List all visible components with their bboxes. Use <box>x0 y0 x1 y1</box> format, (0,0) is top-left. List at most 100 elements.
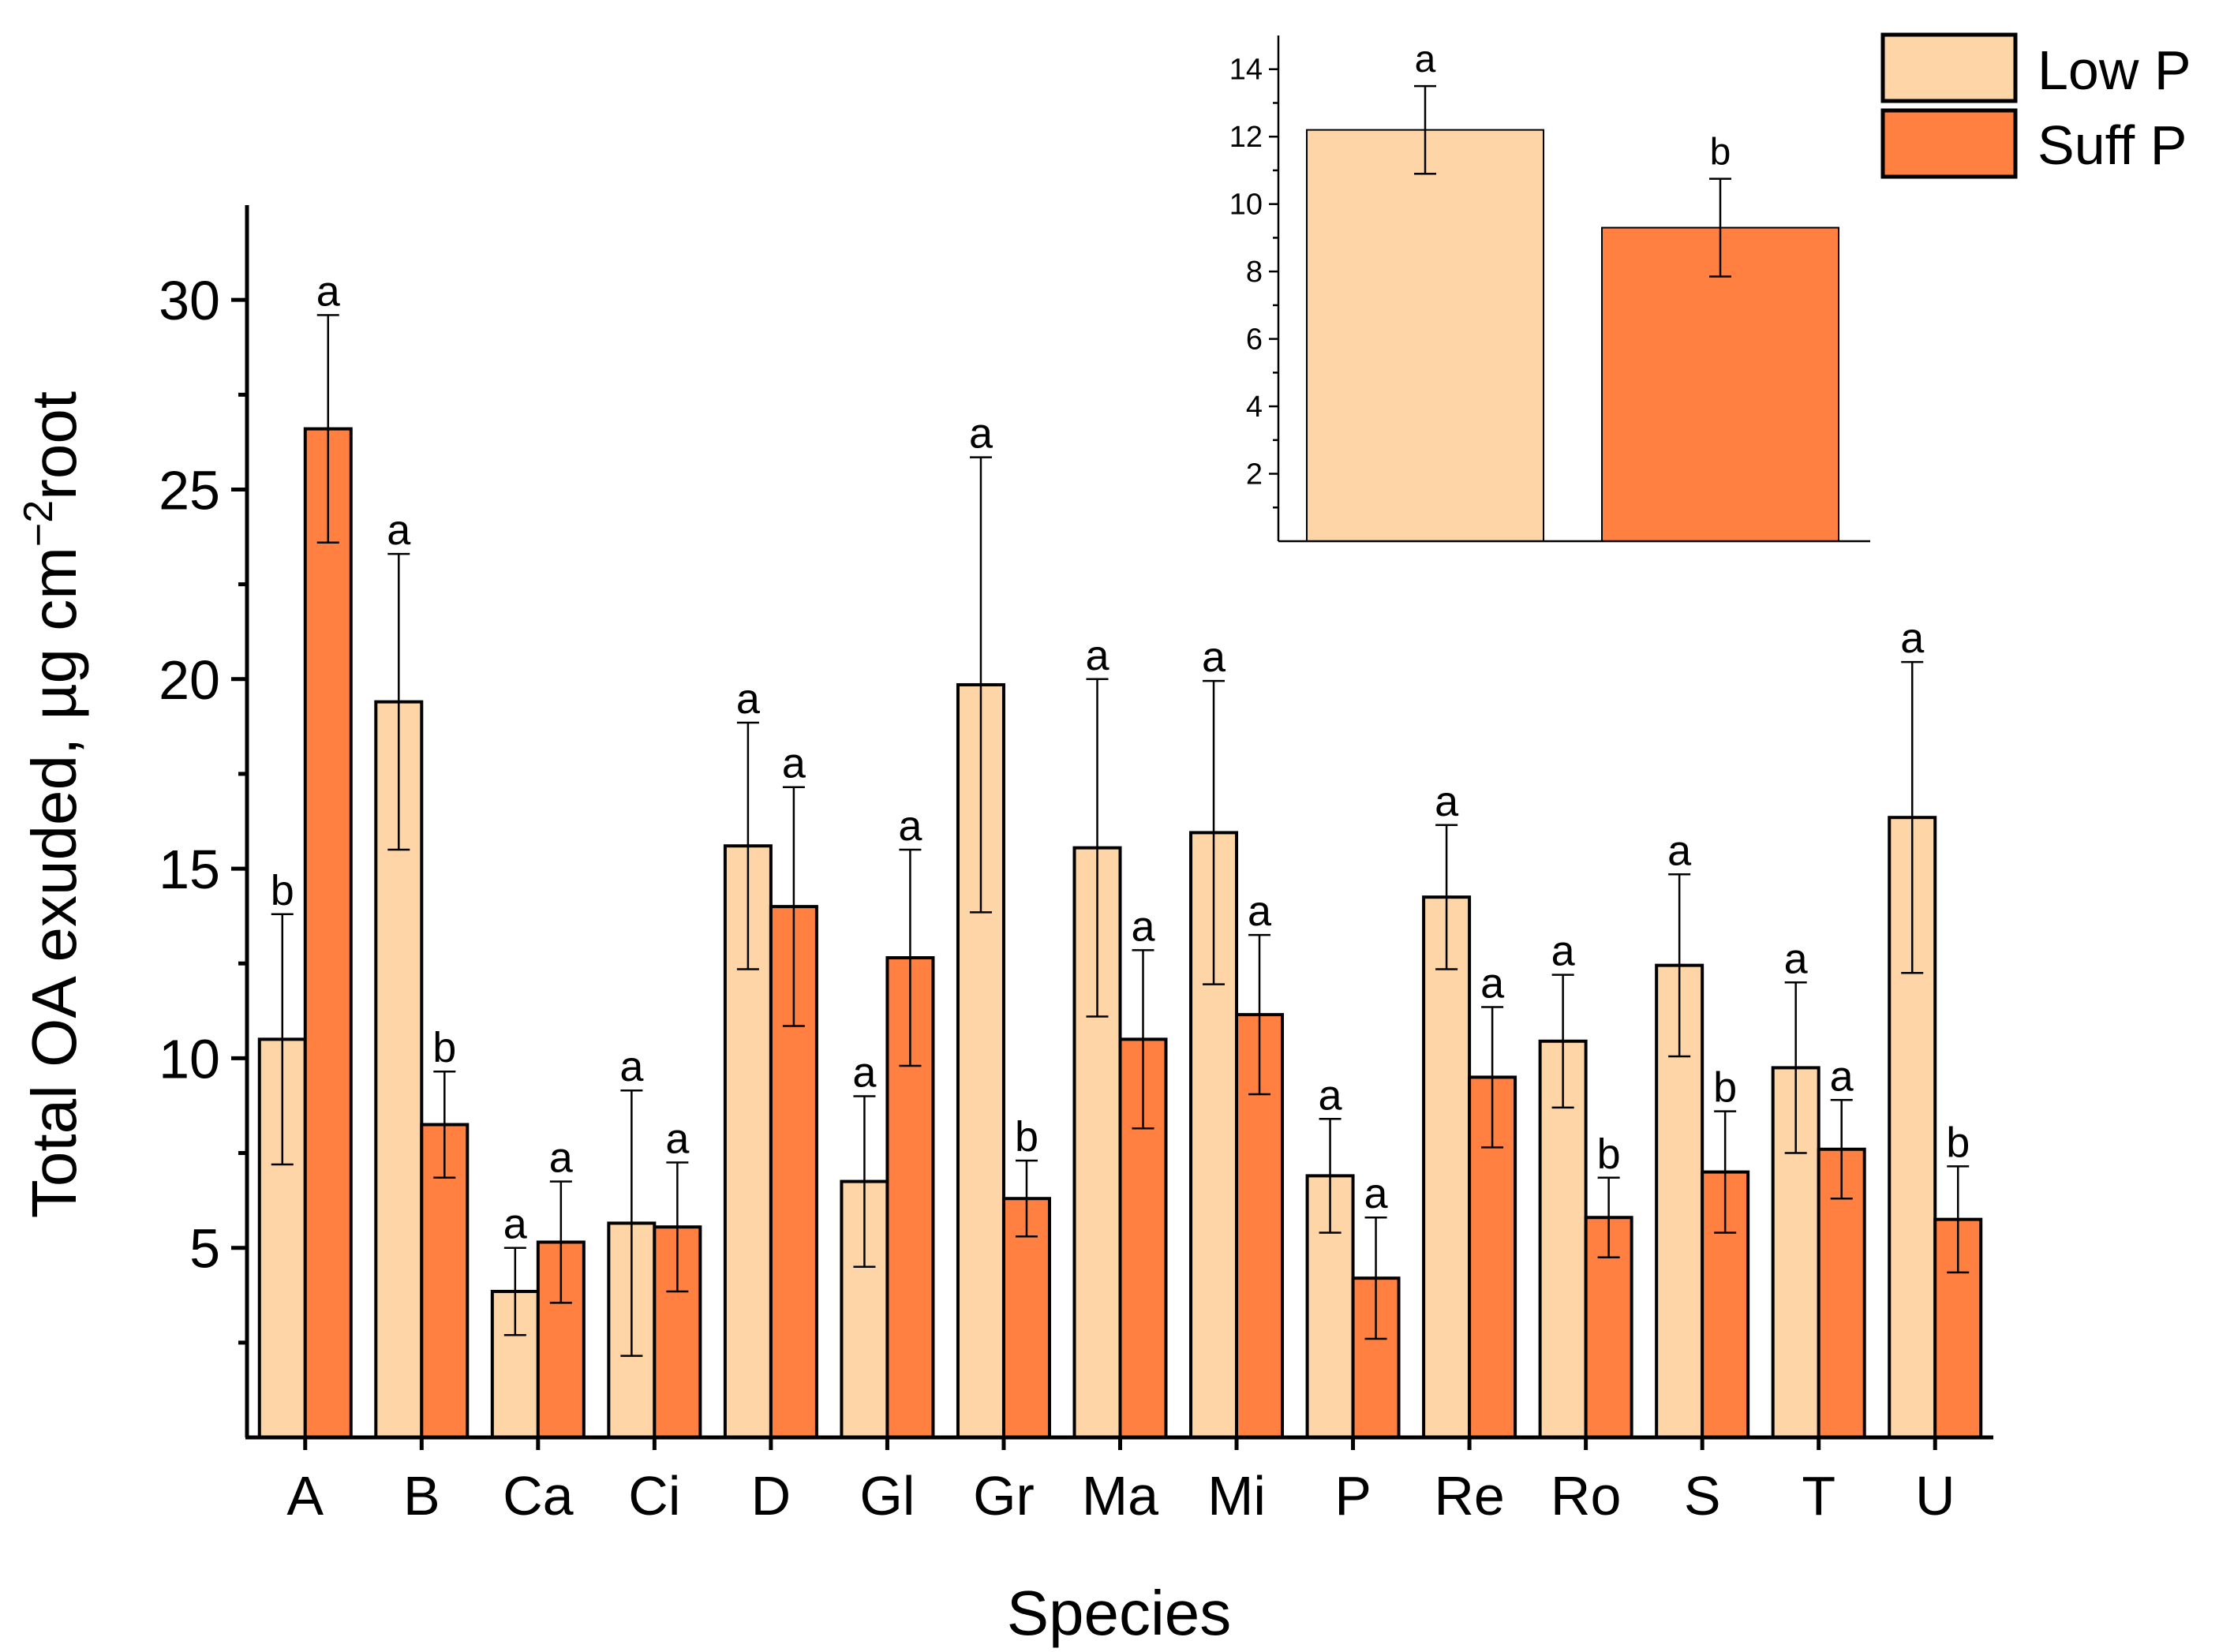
inset-y-tick-label-2: 2 <box>1246 458 1263 491</box>
x-tick-label-d: D <box>751 1465 791 1527</box>
y-tick-label-5: 5 <box>189 1218 220 1280</box>
bar-suff-p-a <box>303 427 353 1439</box>
x-tick-label-gr: Gr <box>973 1465 1035 1527</box>
x-tick-label-ci: Ci <box>628 1465 680 1527</box>
error-bar-suff-p-gr <box>1015 1159 1038 1238</box>
inset-y-tick-label-12: 12 <box>1229 121 1263 154</box>
error-bar-low-p-ci <box>620 1089 643 1357</box>
sig-letter-low-p-gl: a <box>852 1048 877 1096</box>
y-tick-label-30: 30 <box>159 270 220 331</box>
sig-letter-low-p-ci: a <box>619 1043 644 1090</box>
sig-letter-suff-p-mi: a <box>1248 888 1272 935</box>
legend: Low P Suff P <box>1880 32 2191 179</box>
inset-y-ticks: 2 4 6 8 10 12 14 <box>1229 54 1278 509</box>
error-bar-suff-p-ci <box>666 1161 689 1293</box>
error-bar-low-p-a <box>271 913 294 1166</box>
sig-letter-low-p-p: a <box>1319 1071 1343 1119</box>
y-tick-label-20: 20 <box>159 649 220 711</box>
error-bar-low-p-gr <box>969 456 992 914</box>
legend-swatch-suff-p <box>1880 108 2018 179</box>
legend-label-suff-p: Suff P <box>2038 114 2187 176</box>
error-bar-suff-p-p <box>1364 1216 1387 1340</box>
error-bar-suff-p-a <box>316 314 339 544</box>
sig-letter-low-p-gr: a <box>969 410 993 458</box>
x-tick-label-u: U <box>1915 1465 1955 1527</box>
y-tick-label-15: 15 <box>159 839 220 900</box>
x-tick-label-ro: Ro <box>1551 1465 1621 1527</box>
x-tick-label-ca: Ca <box>503 1465 574 1527</box>
sig-letter-low-p-ma: a <box>1085 632 1110 679</box>
main-y-ticks: 5 10 15 20 25 30 <box>159 270 247 1345</box>
x-tick-label-s: S <box>1684 1465 1721 1527</box>
inset-error-bar-suff-p <box>1709 178 1731 278</box>
inset-axes <box>1277 36 1870 543</box>
y-axis-title-superscript: −2 <box>16 500 62 547</box>
bar-suff-p-b <box>420 1123 470 1439</box>
x-tick-label-gl: Gl <box>859 1465 915 1527</box>
error-bar-low-p-gl <box>853 1095 876 1268</box>
error-bar-suff-p-u <box>1947 1165 1970 1274</box>
inset-significance-letters: ab <box>1415 39 1731 174</box>
inset-error-bars-group <box>1414 84 1731 278</box>
sig-letter-suff-p-b: b <box>432 1024 456 1071</box>
main-bars-group <box>257 427 1983 1440</box>
sig-letter-low-p-u: a <box>1900 615 1925 662</box>
error-bar-suff-p-b <box>433 1070 456 1179</box>
inset-y-tick-label-4: 4 <box>1246 391 1263 424</box>
sig-letter-suff-p-ma: a <box>1131 903 1155 950</box>
x-tick-label-b: B <box>403 1465 440 1527</box>
main-x-tick-labels: A B Ca Ci D Gl Gr Ma Mi P Re Ro S T U <box>286 1465 1955 1527</box>
inset-bar-low-p <box>1306 129 1544 543</box>
inset-y-tick-label-6: 6 <box>1246 323 1263 357</box>
y-axis-title: Total OA exuded, µg cm−2root <box>16 391 89 1218</box>
error-bar-suff-p-gl <box>899 848 922 1067</box>
y-tick-label-10: 10 <box>159 1028 220 1089</box>
error-bar-low-p-ma <box>1086 678 1109 1018</box>
error-bar-low-p-re <box>1435 824 1458 970</box>
error-bar-low-p-d <box>736 721 759 970</box>
inset-bar-suff-p <box>1601 226 1839 542</box>
legend-label-low-p: Low P <box>2038 39 2191 101</box>
error-bar-suff-p-re <box>1481 1006 1504 1149</box>
sig-letter-suff-p-re: a <box>1480 960 1505 1007</box>
sig-letter-suff-p-s: b <box>1713 1064 1737 1112</box>
inset-y-tick-label-10: 10 <box>1229 189 1263 222</box>
inset-error-bar-low-p <box>1414 84 1436 175</box>
x-axis-title: Species <box>1007 1578 1232 1648</box>
inset-bars-group <box>1306 129 1839 543</box>
sig-letter-low-p-a: b <box>271 867 294 914</box>
error-bar-suff-p-ma <box>1132 949 1154 1130</box>
inset-y-tick-label-8: 8 <box>1246 256 1263 289</box>
sig-letter-suff-p-ci: a <box>665 1116 690 1163</box>
y-tick-label-25: 25 <box>159 459 220 521</box>
sig-letter-low-p-t: a <box>1784 935 1809 982</box>
main-error-bars-group <box>271 314 1970 1357</box>
sig-letter-low-p-ca: a <box>503 1201 528 1248</box>
bar-low-p-re <box>1422 895 1472 1439</box>
x-tick-label-mi: Mi <box>1207 1465 1266 1527</box>
y-axis-title-main: Total OA exuded, µg cm <box>19 547 89 1218</box>
error-bar-low-p-t <box>1784 981 1807 1154</box>
error-bar-suff-p-t <box>1830 1099 1853 1200</box>
bar-low-p-mi <box>1189 831 1239 1439</box>
x-tick-label-re: Re <box>1434 1465 1504 1527</box>
error-bar-low-p-u <box>1901 660 1924 974</box>
sig-letter-low-p-mi: a <box>1202 634 1226 681</box>
legend-swatch-low-p <box>1880 32 2018 103</box>
error-bar-low-p-ca <box>503 1246 526 1336</box>
sig-letter-low-p-b: a <box>387 506 411 554</box>
x-tick-label-t: T <box>1802 1465 1835 1527</box>
sig-letter-low-p-s: a <box>1667 827 1692 874</box>
x-tick-label-ma: Ma <box>1082 1465 1158 1527</box>
error-bar-low-p-b <box>387 552 410 851</box>
error-bar-low-p-ro <box>1551 974 1574 1109</box>
inset-chart: ab 2 4 6 8 10 12 14 <box>1229 36 1870 543</box>
sig-letter-suff-p-gr: b <box>1015 1113 1038 1161</box>
main-axes <box>245 205 1993 1450</box>
error-bar-suff-p-mi <box>1248 933 1271 1096</box>
inset-y-tick-label-14: 14 <box>1229 54 1263 87</box>
inset-sig-letter-low-p: a <box>1415 39 1436 80</box>
